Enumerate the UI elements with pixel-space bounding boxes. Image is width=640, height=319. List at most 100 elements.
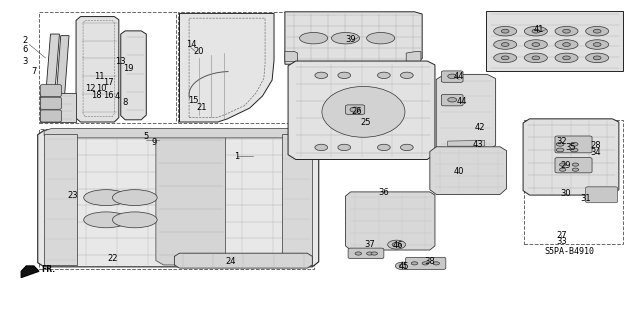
- Circle shape: [556, 142, 564, 146]
- Text: 45: 45: [399, 262, 410, 271]
- Circle shape: [448, 98, 457, 102]
- Text: 3: 3: [22, 57, 28, 66]
- Circle shape: [315, 144, 328, 151]
- Circle shape: [501, 56, 509, 60]
- Text: 44: 44: [454, 72, 465, 81]
- Text: 21: 21: [196, 103, 207, 112]
- Text: 1: 1: [234, 152, 239, 161]
- Ellipse shape: [555, 40, 578, 49]
- Circle shape: [399, 264, 407, 268]
- FancyBboxPatch shape: [442, 94, 463, 106]
- Polygon shape: [76, 136, 287, 144]
- Text: 25: 25: [361, 117, 371, 127]
- Text: 20: 20: [193, 47, 204, 56]
- Polygon shape: [55, 36, 69, 114]
- FancyBboxPatch shape: [442, 71, 463, 82]
- Polygon shape: [406, 51, 421, 62]
- Circle shape: [593, 56, 601, 60]
- Text: 18: 18: [91, 92, 102, 100]
- Polygon shape: [38, 130, 319, 267]
- Polygon shape: [76, 17, 119, 122]
- Text: 42: 42: [474, 122, 485, 132]
- Circle shape: [378, 72, 390, 78]
- Text: 7: 7: [31, 67, 36, 76]
- Circle shape: [559, 163, 566, 166]
- Text: 40: 40: [454, 167, 465, 176]
- Text: 4: 4: [115, 92, 120, 101]
- Text: 30: 30: [561, 189, 571, 198]
- Polygon shape: [179, 13, 274, 122]
- Circle shape: [563, 43, 570, 47]
- Text: 14: 14: [186, 40, 196, 49]
- Text: 37: 37: [364, 240, 375, 249]
- Ellipse shape: [493, 26, 516, 36]
- FancyBboxPatch shape: [586, 187, 618, 203]
- Polygon shape: [486, 11, 623, 71]
- Text: 24: 24: [225, 257, 236, 266]
- Text: 34: 34: [591, 148, 601, 157]
- Circle shape: [338, 144, 351, 151]
- Ellipse shape: [555, 53, 578, 63]
- Text: S5PA-B4910: S5PA-B4910: [544, 247, 594, 256]
- Circle shape: [338, 72, 351, 78]
- Text: 46: 46: [392, 241, 403, 250]
- Ellipse shape: [586, 40, 609, 49]
- Text: 16: 16: [102, 91, 113, 100]
- FancyBboxPatch shape: [40, 110, 61, 122]
- Polygon shape: [44, 34, 60, 115]
- Polygon shape: [285, 51, 298, 62]
- Ellipse shape: [524, 26, 547, 36]
- Ellipse shape: [493, 40, 516, 49]
- Text: 13: 13: [115, 56, 126, 65]
- Circle shape: [422, 262, 429, 265]
- Text: 39: 39: [346, 35, 356, 44]
- Text: 31: 31: [580, 194, 591, 203]
- FancyBboxPatch shape: [555, 136, 592, 153]
- Polygon shape: [523, 119, 619, 195]
- Polygon shape: [21, 266, 39, 278]
- Ellipse shape: [524, 40, 547, 49]
- Ellipse shape: [84, 212, 129, 228]
- Polygon shape: [40, 93, 76, 122]
- Circle shape: [412, 262, 418, 265]
- Text: 8: 8: [122, 99, 128, 108]
- Circle shape: [593, 43, 601, 47]
- Text: 19: 19: [123, 63, 134, 72]
- Bar: [178, 12, 306, 123]
- Circle shape: [433, 262, 440, 265]
- Text: 10: 10: [97, 85, 107, 93]
- Ellipse shape: [367, 33, 395, 44]
- Text: 36: 36: [378, 188, 389, 197]
- Circle shape: [350, 107, 360, 112]
- Circle shape: [532, 56, 540, 60]
- Ellipse shape: [332, 33, 360, 44]
- Text: 5: 5: [143, 132, 149, 141]
- Text: 17: 17: [102, 78, 113, 87]
- Text: FR.: FR.: [42, 264, 56, 274]
- Text: 32: 32: [556, 137, 566, 145]
- Text: 23: 23: [67, 190, 77, 200]
- Ellipse shape: [555, 26, 578, 36]
- Polygon shape: [44, 128, 317, 138]
- Ellipse shape: [586, 53, 609, 63]
- Polygon shape: [430, 147, 506, 195]
- Circle shape: [572, 163, 579, 166]
- Text: 11: 11: [95, 72, 105, 81]
- Polygon shape: [448, 140, 484, 146]
- Ellipse shape: [322, 86, 405, 137]
- Bar: [39, 129, 314, 269]
- Circle shape: [315, 72, 328, 78]
- Polygon shape: [156, 131, 225, 265]
- Circle shape: [501, 43, 509, 47]
- Text: 28: 28: [591, 141, 601, 150]
- Text: 9: 9: [151, 138, 157, 147]
- Circle shape: [563, 29, 570, 33]
- Circle shape: [392, 242, 401, 247]
- Polygon shape: [282, 134, 312, 265]
- Text: 33: 33: [556, 237, 567, 246]
- Polygon shape: [346, 192, 435, 250]
- Text: 2: 2: [22, 36, 28, 45]
- Text: 26: 26: [352, 107, 362, 116]
- Text: 29: 29: [561, 161, 571, 170]
- FancyBboxPatch shape: [406, 257, 446, 269]
